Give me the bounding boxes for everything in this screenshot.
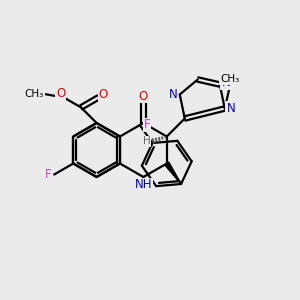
Text: N: N	[226, 102, 235, 115]
Polygon shape	[165, 162, 181, 184]
Text: N: N	[168, 88, 177, 101]
Text: F: F	[143, 118, 150, 131]
Text: H: H	[143, 136, 151, 146]
Text: CH₃: CH₃	[220, 74, 239, 85]
Text: F: F	[45, 168, 52, 181]
Text: O: O	[99, 88, 108, 101]
Text: CH₃: CH₃	[24, 88, 44, 99]
Text: O: O	[56, 87, 65, 100]
Text: O: O	[139, 89, 148, 103]
Text: NH: NH	[135, 178, 152, 191]
Text: N: N	[221, 76, 230, 89]
